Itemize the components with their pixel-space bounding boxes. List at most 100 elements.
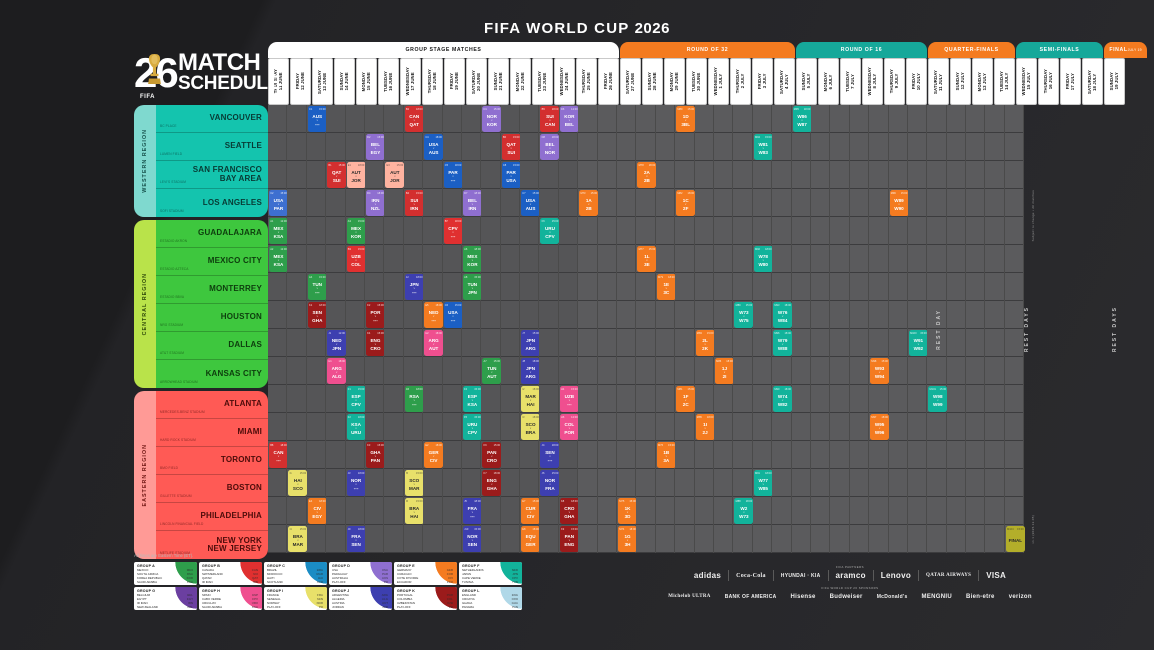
city-row-boston[interactable]: BOSTON GILLETTE STADIUM <box>156 475 268 503</box>
match-cell[interactable]: K2 15:00 POR v --- <box>365 302 385 328</box>
match-cell[interactable]: D7 18:00 BEL v IRN <box>462 190 482 216</box>
city-row-new-york-new-jersey[interactable]: NEW YORK NEW JERSEY METLIFE STADIUM <box>156 531 268 559</box>
match-cell[interactable]: B1 15:00 QAT v SUI <box>327 162 347 188</box>
match-cell[interactable]: H2 18:00 ARG v AUT <box>424 330 444 356</box>
match-cell[interactable]: M78 18:00 2A v 2B <box>637 162 657 188</box>
match-cell[interactable]: E5 18:00 NED v --- <box>424 302 444 328</box>
match-cell[interactable]: F1 15:00 ESP v CPV <box>346 386 366 412</box>
match-cell[interactable]: I3 18:00 SCO v BRA <box>521 414 541 440</box>
match-cell[interactable]: D4 18:00 IRN v NZL <box>365 190 385 216</box>
city-row-san-francisco-bay-area[interactable]: SAN FRANCISCO BAY AREA LEVI'S STADIUM <box>156 161 268 189</box>
match-cell[interactable]: J1 12:00 NED v JPN <box>327 330 347 356</box>
city-row-dallas[interactable]: DALLAS AT&T STADIUM <box>156 332 268 360</box>
match-cell[interactable]: M89 15:00 W73 v W75 <box>734 302 754 328</box>
group-box-i[interactable]: GROUP I FRANCE FRA SENEGAL SEN NORWAY NOR PLAY-… <box>264 587 327 610</box>
match-cell[interactable]: K1 18:00 SEN v GHA <box>307 302 327 328</box>
match-cell[interactable]: K9 15:00 PAN v ENG <box>559 526 579 552</box>
match-cell[interactable]: K7 18:00 ENG v GHA <box>482 470 502 496</box>
city-row-philadelphia[interactable]: PHILADELPHIA LINCOLN FINANCIAL FIELD <box>156 503 268 531</box>
match-cell[interactable]: M85 18:00 1I v 2J <box>695 414 715 440</box>
city-row-mexico-city[interactable]: MEXICO CITY ESTADIO AZTECA <box>156 248 268 276</box>
match-cell[interactable]: E1 18:00 AUT v JOR <box>346 162 366 188</box>
match-cell[interactable]: A4 15:00 TUN v --- <box>307 274 327 300</box>
match-cell[interactable]: J7 15:00 JPN v ARG <box>521 330 541 356</box>
city-row-guadalajara[interactable]: GUADALAJARA ESTADIO AKRON <box>156 220 268 248</box>
match-cell[interactable]: M99 15:00 W89 v W90 <box>889 190 909 216</box>
match-cell[interactable]: I1 15:00 HAI v SCO <box>288 470 308 496</box>
match-cell[interactable]: D1 15:00 NOR v KOR <box>482 106 502 132</box>
match-cell[interactable]: D6 12:00 KOR v BEL <box>559 106 579 132</box>
match-cell[interactable]: M79 18:00 1E v 3C <box>656 274 676 300</box>
city-row-miami[interactable]: MIAMI HARD ROCK STADIUM <box>156 419 268 447</box>
match-cell[interactable]: M100 15:00 W91 v W92 <box>908 330 928 356</box>
match-cell[interactable]: F4 15:00 ESP v KSA <box>462 386 482 412</box>
match-cell[interactable]: M93 18:00 W76 v W84 <box>773 302 793 328</box>
match-cell[interactable]: M74 18:00 1G v 3H <box>618 526 638 552</box>
match-cell[interactable]: J8 18:00 JPN v ARG <box>521 358 541 384</box>
match-cell[interactable]: M91 18:00 W77 v W85 <box>753 470 773 496</box>
match-cell[interactable]: C7 15:00 USA v AUS <box>521 190 541 216</box>
match-cell[interactable]: I2 18:00 MAR v HAI <box>521 386 541 412</box>
group-box-l[interactable]: GROUP L ENGLAND ENG CROATIA CRO GHANA GHA PANAM… <box>459 587 522 610</box>
match-cell[interactable]: M92 18:00 W78 v W80 <box>753 246 773 272</box>
match-cell[interactable]: M90 18:00 W74 v W82 <box>773 386 793 412</box>
match-cell[interactable]: M73 15:00 1A v 2B <box>579 190 599 216</box>
match-cell[interactable]: H6 12:00 COL v POR <box>559 414 579 440</box>
group-box-g[interactable]: GROUP G BELGIUM BEL EGYPT EGY IR IRAN IRN NEW Z… <box>134 587 197 610</box>
match-cell[interactable]: M77 15:00 1L v 3E <box>637 246 657 272</box>
match-cell[interactable]: D8 18:00 BEL v NOR <box>540 134 560 160</box>
match-cell[interactable]: J3 18:00 NOR v --- <box>346 470 366 496</box>
group-box-a[interactable]: GROUP A MEXICO MEX SOUTH AFRICA RSA KOREA REP… <box>134 562 197 585</box>
group-box-f[interactable]: GROUP F NETHERLANDS NED JAPAN JPN CAPE VERDE C… <box>459 562 522 585</box>
group-box-b[interactable]: GROUP B CANADA CAN SWITZERLAND SUI QATAR QAT IR… <box>199 562 262 585</box>
city-row-seattle[interactable]: SEATTLE LUMEN FIELD <box>156 133 268 161</box>
match-cell[interactable]: C4 18:00 USA v AUS <box>424 134 444 160</box>
city-row-toronto[interactable]: TORONTO BMO FIELD <box>156 447 268 475</box>
match-cell[interactable]: B4 15:00 SUI v IRN <box>404 190 424 216</box>
match-cell[interactable]: A8 15:00 TUN v JPN <box>462 274 482 300</box>
match-cell[interactable]: M81 15:00 1F v 2C <box>676 386 696 412</box>
city-row-vancouver[interactable]: VANCOUVER BC PLACE <box>156 105 268 133</box>
match-cell[interactable]: H1 18:00 ARG v ALG <box>327 358 347 384</box>
match-cell[interactable]: J5 18:00 FRA v --- <box>462 498 482 524</box>
match-cell[interactable]: E4 18:00 CIV v EGY <box>307 498 327 524</box>
match-cell[interactable]: C8 15:00 PAR v USA <box>501 162 521 188</box>
match-cell[interactable]: M104 15:00 FINAL <box>1005 526 1025 552</box>
match-cell[interactable]: M86 18:00 1J v 2I <box>714 358 734 384</box>
match-cell[interactable]: F6 15:00 URU v CPV <box>540 218 560 244</box>
match-cell[interactable]: M95 18:00 W86 v W87 <box>792 106 812 132</box>
city-row-kansas-city[interactable]: KANSAS CITY ARROWHEAD STADIUM <box>156 360 268 388</box>
match-cell[interactable]: F2 18:00 KSA v URU <box>346 414 366 440</box>
match-cell[interactable]: M101 15:00 W98 v W99 <box>928 386 948 412</box>
group-box-k[interactable]: GROUP K PORTUGAL POR COLOMBIA COL UZBEKISTAN U… <box>394 587 457 610</box>
match-cell[interactable]: C6 15:00 USA v --- <box>443 302 463 328</box>
match-cell[interactable]: J4 18:00 SEN v --- <box>540 442 560 468</box>
match-cell[interactable]: C1 15:00 AUS v --- <box>307 106 327 132</box>
match-cell[interactable]: C5 18:00 PAR v --- <box>443 162 463 188</box>
group-box-j[interactable]: GROUP J ARGENTINA ARG ALGERIA ALG AUSTRIA AUT J… <box>329 587 392 610</box>
match-cell[interactable]: M80 15:00 1D v 3BL <box>676 106 696 132</box>
match-cell[interactable]: E8 18:00 EQU v GER <box>521 526 541 552</box>
match-cell[interactable]: E7 15:00 CUR v CIV <box>521 498 541 524</box>
match-cell[interactable]: A1 12:00 MEX v KSA <box>269 218 288 244</box>
city-row-monterrey[interactable]: MONTERREY ESTADIO BBVA <box>156 276 268 304</box>
match-cell[interactable]: K3 15:00 GHA v PAN <box>365 442 385 468</box>
match-cell[interactable]: M82 18:00 1C v 2F <box>676 190 696 216</box>
match-cell[interactable]: A7 15:00 TUN v AUT <box>482 358 502 384</box>
match-cell[interactable]: H4 15:00 UZB v --- <box>559 386 579 412</box>
match-cell[interactable]: J6 15:00 NOR v FRA <box>540 470 560 496</box>
city-row-los-angeles[interactable]: LOS ANGELES SOFI STADIUM <box>156 189 268 217</box>
match-cell[interactable]: F5 15:00 URU v CPV <box>462 414 482 440</box>
city-row-houston[interactable]: HOUSTON NRG STADIUM <box>156 304 268 332</box>
match-cell[interactable]: I4 15:00 BRA v MAR <box>288 526 308 552</box>
city-row-atlanta[interactable]: ATLANTA MERCEDES-BENZ STADIUM <box>156 391 268 419</box>
match-cell[interactable]: M98 15:00 W93 v W94 <box>870 358 890 384</box>
group-box-e[interactable]: GROUP E GERMANY GER CURACAO CUR COTE D'IVOIRE… <box>394 562 457 585</box>
match-cell[interactable]: I6 15:00 BRA v HAI <box>404 498 424 524</box>
match-cell[interactable]: M83 15:00 2L v 2K <box>695 330 715 356</box>
group-box-h[interactable]: GROUP H SPAIN ESP CABO VERDE CPV URUGUAY URU SA… <box>199 587 262 610</box>
match-cell[interactable]: M76 15:00 1B v 3A <box>656 442 676 468</box>
match-cell[interactable]: M75 15:00 1K v 3D <box>618 498 638 524</box>
match-cell[interactable]: E3 15:00 AUT v JOR <box>385 162 405 188</box>
match-cell[interactable]: M97 18:00 W95 v W96 <box>870 414 890 440</box>
